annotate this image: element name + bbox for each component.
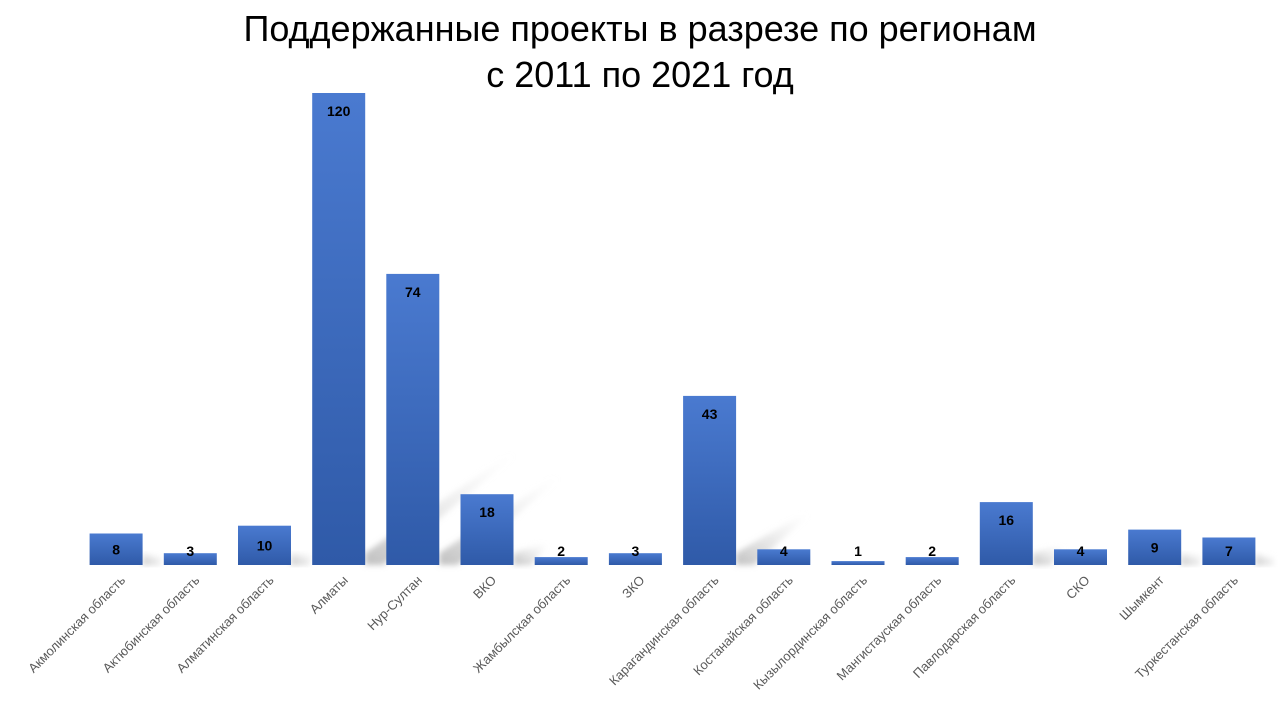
bar bbox=[89, 533, 143, 565]
bar bbox=[905, 557, 959, 565]
bar bbox=[608, 553, 662, 565]
value-labels-group: 8 3 10 120 74 18 2 3 43 4 1 2 16 4 9 7 bbox=[112, 103, 1233, 559]
category-label: ВКО bbox=[470, 573, 499, 602]
bar-shadow bbox=[1255, 553, 1275, 565]
value-label: 2 bbox=[557, 543, 565, 559]
category-label: Нур-Султан bbox=[364, 573, 425, 634]
value-label: 3 bbox=[186, 543, 194, 559]
bar bbox=[1202, 537, 1256, 565]
chart-title-block: Поддержанные проекты в разрезе по регион… bbox=[0, 6, 1280, 98]
chart-title: Поддержанные проекты в разрезе по регион… bbox=[243, 8, 1037, 49]
value-label: 8 bbox=[112, 541, 120, 557]
value-label: 74 bbox=[405, 284, 421, 300]
bar-shadow bbox=[736, 514, 811, 565]
bar bbox=[312, 93, 366, 565]
bar-shadow bbox=[290, 553, 315, 565]
chart-subtitle: с 2011 по 2021 год bbox=[486, 54, 794, 95]
bar-shadow bbox=[1181, 553, 1204, 565]
category-label: СКО bbox=[1063, 573, 1093, 603]
bar-shadow bbox=[142, 553, 163, 565]
bar-shadow bbox=[513, 543, 550, 565]
bar bbox=[979, 502, 1033, 565]
bar bbox=[534, 557, 588, 565]
value-label: 120 bbox=[327, 103, 351, 119]
bar bbox=[163, 553, 217, 565]
bar bbox=[238, 525, 291, 565]
value-label: 16 bbox=[999, 512, 1015, 528]
category-label: Алматы bbox=[307, 573, 351, 617]
category-label: Шымкент bbox=[1116, 572, 1167, 623]
value-label: 4 bbox=[780, 543, 788, 559]
value-label: 18 bbox=[479, 504, 495, 520]
bar bbox=[1128, 529, 1182, 565]
value-label: 4 bbox=[1077, 543, 1085, 559]
bar bbox=[831, 561, 885, 565]
bar bbox=[460, 494, 514, 565]
value-label: 3 bbox=[632, 543, 640, 559]
value-label: 7 bbox=[1225, 543, 1233, 559]
bar bbox=[1054, 549, 1107, 565]
category-label: ЗКО bbox=[619, 573, 648, 602]
bars-group bbox=[89, 93, 1256, 565]
bar bbox=[757, 549, 811, 565]
value-label: 10 bbox=[257, 537, 273, 553]
value-label: 2 bbox=[928, 543, 936, 559]
bar bbox=[683, 395, 737, 565]
value-label: 9 bbox=[1151, 539, 1159, 555]
value-label: 43 bbox=[702, 406, 718, 422]
bar bbox=[386, 273, 440, 565]
value-label: 1 bbox=[854, 543, 862, 559]
